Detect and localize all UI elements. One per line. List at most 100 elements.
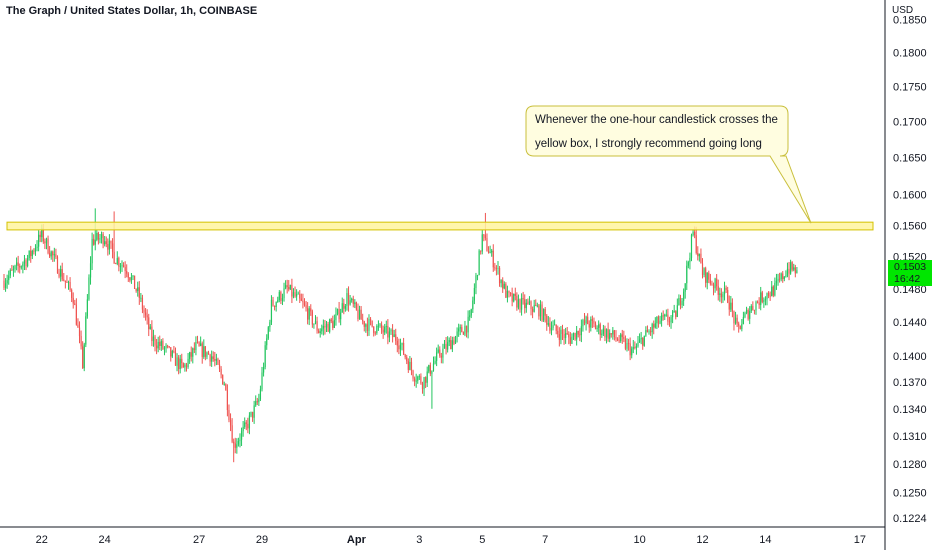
candle-body <box>487 250 490 254</box>
candle-body <box>697 252 699 257</box>
candle-body <box>764 299 767 301</box>
time-tick-label: 27 <box>193 534 205 546</box>
candle-body <box>121 265 123 267</box>
candle-body <box>220 368 222 375</box>
candle-body <box>494 267 496 269</box>
candle-body <box>259 389 262 400</box>
candle-body <box>38 234 40 247</box>
candle-body <box>138 287 140 298</box>
candle-body <box>189 352 191 359</box>
price-tick-label: 0.1750 <box>893 82 927 94</box>
candle-body <box>318 330 320 333</box>
time-axis-ticks[interactable]: 22 24 27 29 Apr 3 5 7 10 12 14 17 <box>36 534 866 546</box>
candle-body <box>119 266 122 268</box>
candle-body <box>321 328 323 332</box>
candle-body <box>143 309 145 313</box>
candle-body <box>752 306 754 310</box>
candle-body <box>223 384 225 385</box>
candle-body <box>184 364 186 368</box>
candle-body <box>473 287 475 301</box>
candle-body <box>324 325 326 328</box>
time-tick-label: 12 <box>696 534 708 546</box>
candle-body <box>733 311 735 324</box>
candle-body <box>80 336 82 347</box>
candle-body <box>481 234 483 252</box>
price-tick-label: 0.1340 <box>893 404 927 416</box>
candle-body <box>341 303 343 313</box>
candle-body <box>535 305 537 307</box>
candle-body <box>649 331 652 333</box>
candle-body <box>47 238 49 254</box>
candle-body <box>382 329 384 333</box>
candle-body <box>686 265 688 284</box>
candle-body <box>395 334 397 341</box>
candle-body <box>546 315 548 325</box>
candle-body <box>291 284 293 297</box>
candle-body <box>105 241 107 245</box>
candle-body <box>722 294 724 298</box>
candle-body <box>214 358 216 361</box>
candle-body <box>99 238 101 240</box>
candle-body <box>236 444 238 448</box>
candle-body <box>275 302 277 307</box>
candle-body <box>366 324 369 331</box>
candle-body <box>638 339 641 343</box>
candle-body <box>225 384 227 391</box>
candle-body <box>420 376 422 384</box>
candle-body <box>712 284 715 289</box>
candle-body <box>354 302 356 305</box>
candle-body <box>316 321 318 331</box>
candle-body <box>675 311 677 317</box>
candle-body <box>111 243 114 252</box>
candle-body <box>758 302 760 306</box>
candle-body <box>277 300 279 303</box>
candle-body <box>30 250 32 257</box>
candle-body <box>396 340 398 346</box>
candle-body <box>20 266 22 268</box>
candle-body <box>398 345 400 350</box>
candle-body <box>491 250 493 253</box>
candle-body <box>160 341 162 346</box>
candle-body <box>33 250 35 252</box>
candle-body <box>352 298 354 305</box>
candle-body <box>749 311 751 319</box>
candle-body <box>497 267 499 269</box>
candle-body <box>25 260 27 267</box>
candle-body <box>193 348 195 350</box>
candle-body <box>203 346 205 357</box>
candle-body <box>258 399 260 403</box>
candle-body <box>684 283 686 292</box>
annotation-line-1: Whenever the one-hour candlestick crosse… <box>535 114 778 126</box>
candle-body <box>211 356 213 362</box>
candle-body <box>402 342 405 355</box>
price-tick-label: 0.1480 <box>893 284 927 296</box>
candle-body <box>75 304 77 325</box>
candle-body <box>9 270 11 276</box>
candle-body <box>253 405 255 418</box>
candle-body <box>645 330 647 336</box>
candle-body <box>97 232 99 240</box>
candle-body <box>790 262 792 274</box>
candle-body <box>782 273 784 280</box>
candle-body <box>67 282 70 283</box>
candle-body <box>171 351 173 357</box>
candle-body <box>524 299 526 309</box>
candle-body <box>543 309 545 321</box>
candle-body <box>626 342 628 349</box>
candle-body <box>594 323 597 330</box>
candle-body <box>201 343 203 357</box>
candle-body <box>322 325 324 329</box>
candle-body <box>168 346 170 348</box>
annotation-text: Whenever the one-hour candlestick crosse… <box>526 106 788 156</box>
candle-body <box>110 240 112 244</box>
candle-body <box>269 322 271 328</box>
price-tick-label: 0.1250 <box>893 488 927 500</box>
candle-body <box>251 411 254 418</box>
candle-body <box>297 293 299 295</box>
candle-body <box>615 337 617 339</box>
candle-body <box>299 293 301 299</box>
candle-body <box>667 314 669 322</box>
candle-body <box>672 311 674 318</box>
candle-body <box>725 287 727 290</box>
